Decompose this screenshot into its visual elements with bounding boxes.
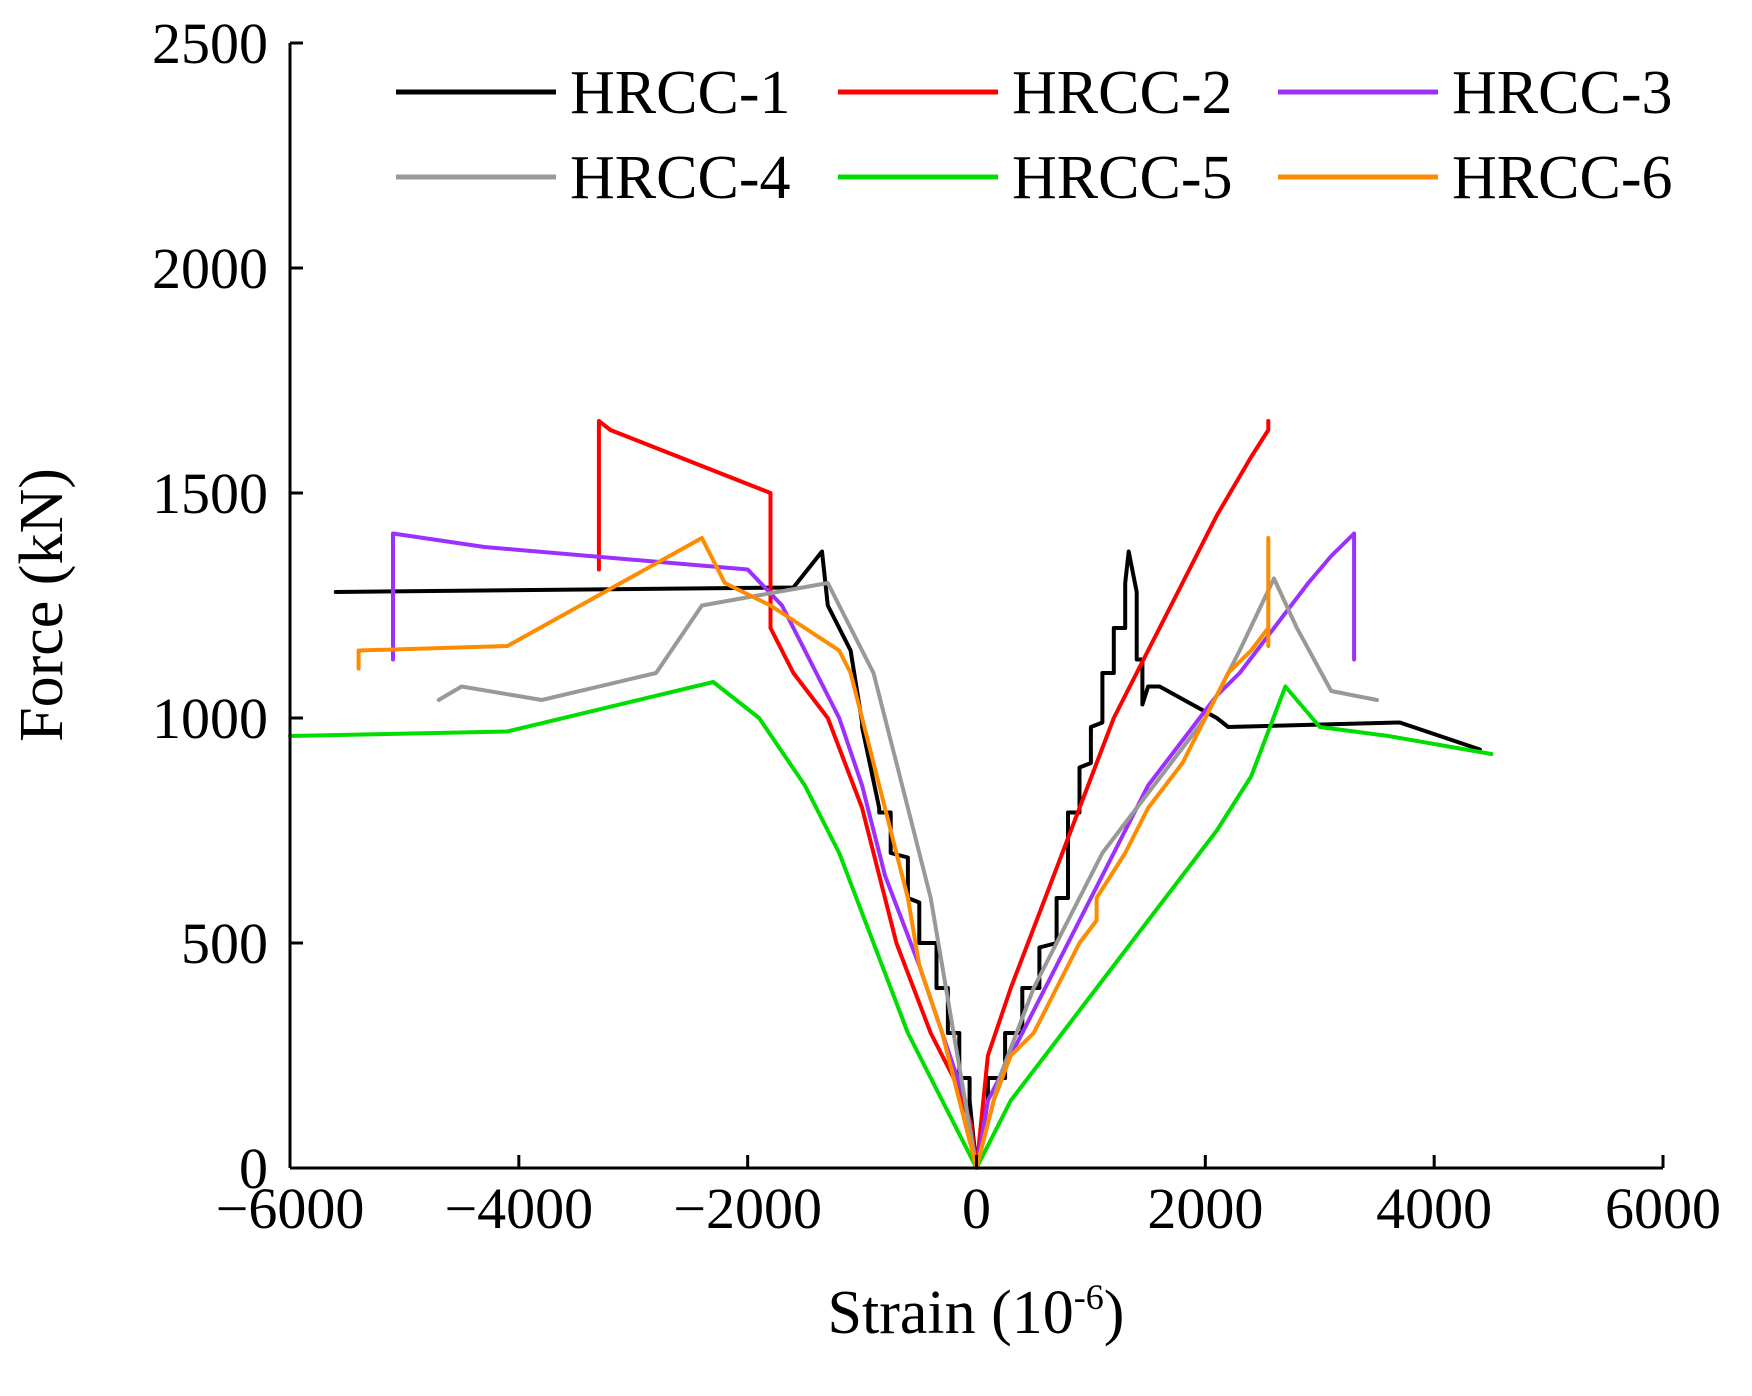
- x-tick-label: −2000: [673, 1176, 822, 1241]
- x-tick-label: −4000: [444, 1176, 593, 1241]
- y-ticks: 0 500 1000 1500 2000 2500: [152, 11, 303, 1201]
- x-tick-label: −6000: [216, 1176, 365, 1241]
- x-tick-label: 0: [962, 1176, 991, 1241]
- legend-label-hrcc-4: HRCC-4: [570, 144, 790, 212]
- y-tick-label: 2500: [152, 11, 268, 76]
- x-axis-title: Strain (10-6): [828, 1277, 1125, 1347]
- y-tick-label: 1500: [152, 461, 268, 526]
- x-tick-label: 6000: [1605, 1176, 1721, 1241]
- series-line-hrcc-6: [356, 536, 1271, 1170]
- y-tick-label: 2000: [152, 236, 268, 301]
- plot-lines: [288, 419, 1494, 1170]
- series-line-hrcc-1: [333, 549, 1482, 1170]
- x-tick-label: 2000: [1147, 1176, 1263, 1241]
- legend-label-hrcc-2: HRCC-2: [1012, 59, 1232, 127]
- y-tick-label: 0: [239, 1136, 268, 1201]
- y-axis-title: Force (kN): [8, 468, 76, 742]
- y-tick-label: 1000: [152, 686, 268, 751]
- series-line-hrcc-5: [288, 680, 1494, 1170]
- series-line-hrcc-4: [436, 576, 1379, 1170]
- series-line-hrcc-2: [596, 419, 1271, 1170]
- x-ticks: −6000 −4000 −2000 0 2000 4000 6000: [216, 1155, 1721, 1241]
- legend-label-hrcc-3: HRCC-3: [1452, 59, 1672, 127]
- legend-label-hrcc-1: HRCC-1: [570, 59, 790, 127]
- x-tick-label: 4000: [1376, 1176, 1492, 1241]
- legend-label-hrcc-5: HRCC-5: [1012, 144, 1232, 212]
- y-tick-label: 500: [181, 911, 268, 976]
- legend: HRCC-1 HRCC-2 HRCC-3 HRCC-4 HRCC-5 HRCC-6: [396, 59, 1672, 212]
- legend-label-hrcc-6: HRCC-6: [1452, 144, 1672, 212]
